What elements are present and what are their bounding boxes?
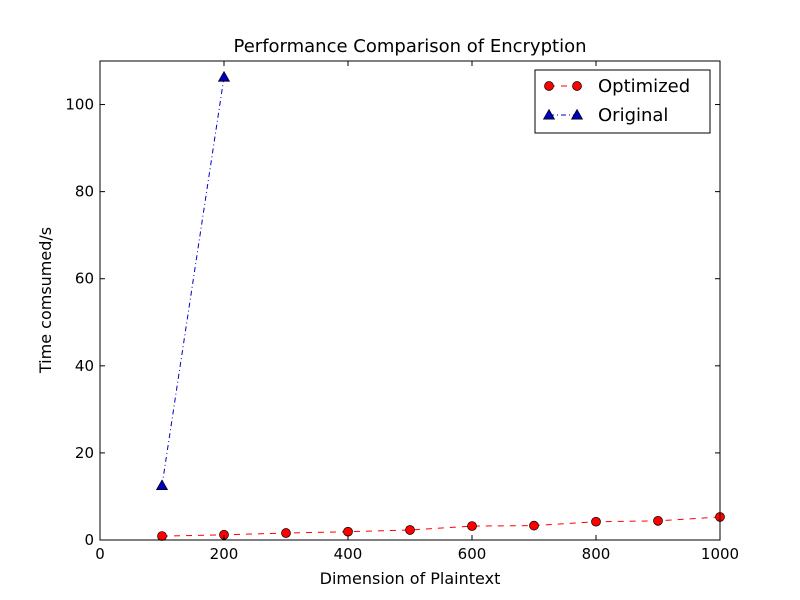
x-tick-label: 400 <box>334 545 363 563</box>
y-tick-label: 80 <box>75 183 94 201</box>
data-point-optimized <box>405 525 415 535</box>
y-tick-label: 60 <box>75 270 94 288</box>
series-line-optimized <box>161 516 721 537</box>
y-axis-label: Time comsumed/s <box>36 227 55 374</box>
y-tick-label: 40 <box>75 357 94 375</box>
legend-label-original: Original <box>598 105 668 126</box>
data-point-optimized <box>653 515 663 526</box>
y-tick-label: 100 <box>65 96 94 114</box>
legend-marker-original <box>542 108 556 120</box>
series-original <box>155 70 231 491</box>
legend-label-optimized: Optimized <box>598 76 690 97</box>
legend-entry-optimized: Optimized <box>544 76 690 97</box>
y-tick-label: 20 <box>75 444 94 462</box>
plot-frame <box>99 60 721 541</box>
x-tick-label: 600 <box>458 545 487 563</box>
legend-marker-original <box>570 108 584 120</box>
data-point-optimized <box>467 521 477 531</box>
data-point-original <box>155 479 169 491</box>
x-tick-label: 0 <box>95 545 105 563</box>
x-tick-label: 1000 <box>701 545 739 563</box>
legend-entry-original: Original <box>542 105 668 126</box>
data-point-optimized <box>591 516 601 527</box>
x-axis-label: Dimension of Plaintext <box>320 569 501 588</box>
data-point-optimized <box>529 520 539 531</box>
chart-title: Performance Comparison of Encryption <box>234 36 587 57</box>
plot-area <box>155 70 725 541</box>
data-point-optimized <box>157 531 167 541</box>
legend: Optimized Original <box>534 69 711 134</box>
x-tick-label: 200 <box>210 545 239 563</box>
data-point-optimized <box>281 528 291 538</box>
data-point-optimized <box>343 526 353 537</box>
legend-box <box>534 69 711 134</box>
series-line-original <box>161 77 225 486</box>
x-tick-label: 800 <box>582 545 611 563</box>
y-tick-label: 0 <box>84 531 94 549</box>
legend-marker-optimized <box>544 81 554 91</box>
axis-ticks: 0 200 400 600 800 1000 0 20 40 60 80 100 <box>65 61 739 563</box>
data-point-original <box>217 70 231 82</box>
series-optimized <box>157 512 725 541</box>
legend-marker-optimized <box>572 81 582 91</box>
